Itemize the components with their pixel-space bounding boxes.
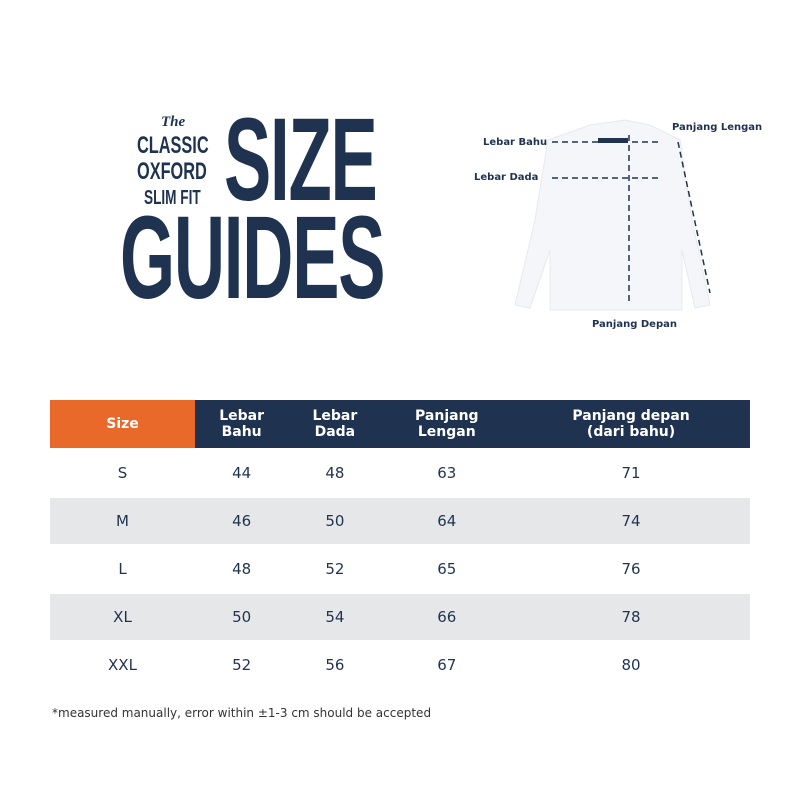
- header-panjang-depan: Panjang depan (dari bahu): [512, 400, 750, 448]
- header-lebar-bahu: Lebar Bahu: [195, 400, 289, 448]
- table-cell: 50: [195, 594, 289, 640]
- table-cell: 46: [195, 498, 289, 544]
- table-cell: M: [50, 498, 195, 544]
- label-lebar-dada: Lebar Dada: [474, 172, 539, 183]
- title-slim-fit: SLIM FIT: [144, 187, 201, 209]
- table-cell: 78: [512, 594, 750, 640]
- table-cell: 66: [381, 594, 513, 640]
- table-cell: 80: [621, 656, 641, 674]
- table-cell: 76: [621, 560, 641, 578]
- header-lebar-dada: Lebar Dada: [288, 400, 382, 448]
- table-header-row: Size Lebar Bahu Lebar Dada Panjang Lengan P…: [50, 400, 750, 448]
- title-guides: GUIDES: [120, 192, 385, 324]
- header-label: Lebar: [219, 408, 265, 424]
- table-cell: 67: [437, 656, 457, 674]
- table-cell: 54: [288, 594, 382, 640]
- header-label: (dari bahu): [586, 424, 676, 440]
- table-cell: 50: [288, 498, 382, 544]
- header-label: Panjang: [415, 408, 479, 424]
- table-row: L 48 52 65 76: [50, 546, 750, 592]
- table-cell: 52: [325, 560, 345, 578]
- header-label: Bahu: [221, 424, 262, 440]
- table-cell: 74: [512, 498, 750, 544]
- header-label: Dada: [314, 424, 356, 440]
- table-cell: 48: [232, 560, 252, 578]
- table-cell: XL: [50, 594, 195, 640]
- table-row: S 44 48 63 71: [50, 450, 750, 496]
- table-row: XXL 52 56 67 80: [50, 642, 750, 688]
- table-cell: XXL: [108, 656, 137, 674]
- collar-label: [598, 138, 628, 143]
- size-table: Size Lebar Bahu Lebar Dada Panjang Lengan P…: [50, 398, 750, 690]
- table-cell: 52: [232, 656, 252, 674]
- table-cell: 48: [325, 464, 345, 482]
- table-row: M 46 50 64 74: [50, 498, 750, 544]
- sleeve-line: [677, 141, 711, 294]
- table-row: XL 50 54 66 78: [50, 594, 750, 640]
- header-size: Size: [50, 400, 195, 448]
- shirt-illustration: [514, 119, 711, 311]
- title-classic: CLASSIC: [137, 132, 209, 159]
- table-cell: S: [117, 464, 128, 482]
- label-panjang-depan: Panjang Depan: [592, 319, 677, 330]
- table-cell: 71: [621, 464, 641, 482]
- header-label: Lebar: [312, 408, 358, 424]
- label-lebar-bahu: Lebar Bahu: [483, 137, 548, 148]
- header-label: Lengan: [417, 424, 476, 440]
- table-cell: L: [118, 560, 127, 578]
- table-cell: 63: [437, 464, 457, 482]
- table-cell: 64: [381, 498, 513, 544]
- header-label: Panjang depan: [572, 408, 690, 424]
- header-panjang-lengan: Panjang Lengan: [381, 400, 513, 448]
- footnote: *measured manually, error within ±1-3 cm…: [52, 706, 432, 720]
- table-cell: 56: [325, 656, 345, 674]
- header-label: Size: [106, 416, 139, 432]
- table-cell: 65: [437, 560, 457, 578]
- table-cell: 44: [232, 464, 252, 482]
- shirt-diagram: [514, 119, 711, 311]
- title-size: SIZE: [224, 94, 378, 226]
- label-panjang-lengan: Panjang Lengan: [672, 122, 763, 133]
- title-oxford: OXFORD: [137, 158, 207, 185]
- title-the: The: [161, 114, 186, 130]
